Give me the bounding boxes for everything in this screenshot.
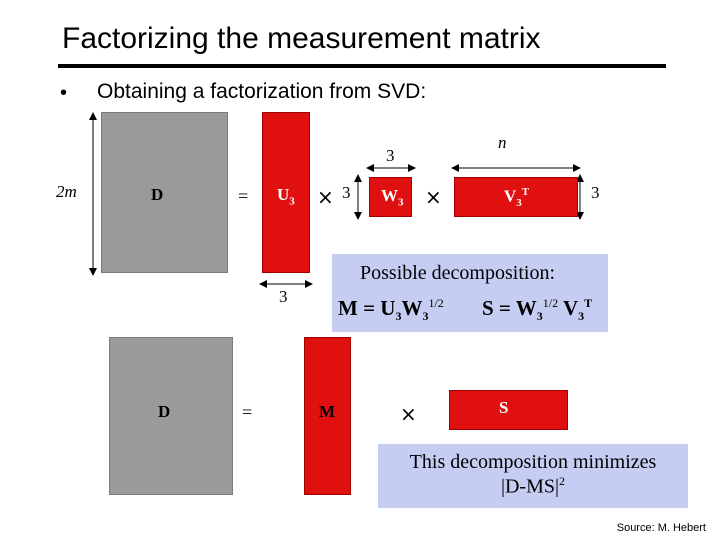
dim-w3-width-label: 3: [386, 146, 395, 165]
matrix-u3: U3: [262, 112, 310, 273]
minimize-line-1: This decomposition minimizes: [409, 451, 657, 473]
matrix-d-top: D: [101, 112, 228, 273]
dim-w3-height-label: 3: [342, 183, 351, 202]
matrix-v3t: V3T: [454, 177, 578, 217]
matrix-v3t-label: V3T: [504, 186, 530, 210]
m-equation: M = U3W31/2: [338, 296, 444, 324]
bullet-marker: •: [60, 82, 68, 104]
possible-decomposition-box: Possible decomposition: M = U3W31/2 S = …: [332, 254, 608, 332]
bullet-text: Obtaining a factorization from SVD:: [97, 80, 427, 103]
s-equation: S = W31/2 V3T: [482, 296, 593, 324]
equals-bottom: =: [242, 402, 253, 422]
dim-n-label: n: [498, 133, 507, 152]
minimize-box: This decomposition minimizes |D-MS|2: [378, 444, 688, 508]
equals-top: =: [238, 186, 249, 206]
matrix-d-bottom: D: [109, 337, 233, 495]
matrix-s: S: [449, 390, 568, 430]
decomposition-heading: Possible decomposition:: [360, 262, 555, 284]
times-top-2: ×: [425, 185, 442, 209]
matrix-m-label: M: [319, 402, 336, 421]
matrix-s-label: S: [499, 398, 509, 417]
matrix-m: M: [304, 337, 351, 495]
matrix-u3-label: U3: [277, 185, 295, 208]
matrix-d-top-label: D: [151, 185, 164, 204]
dim-2m-label: 2m: [56, 182, 77, 201]
times-top-1: ×: [317, 185, 334, 209]
matrix-d-bottom-label: D: [158, 402, 171, 421]
dim-u3-width-label: 3: [279, 287, 288, 306]
title-underline: [58, 64, 666, 68]
source-credit: Source: M. Hebert: [616, 522, 706, 534]
matrix-w3: W3: [369, 177, 412, 217]
minimize-line-2: |D-MS|2: [500, 474, 566, 498]
dim-v3-height-label: 3: [591, 183, 600, 202]
matrix-w3-label: W3: [381, 186, 404, 209]
slide-title: Factorizing the measurement matrix: [62, 22, 541, 55]
times-bottom: ×: [400, 402, 417, 426]
